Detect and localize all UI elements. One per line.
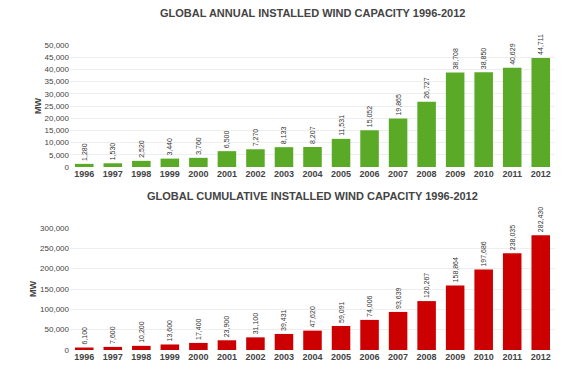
svg-text:38,850: 38,850 bbox=[480, 48, 487, 70]
svg-text:2008: 2008 bbox=[417, 352, 437, 362]
svg-text:2011: 2011 bbox=[502, 169, 522, 179]
svg-text:1998: 1998 bbox=[131, 352, 151, 362]
svg-text:1,530: 1,530 bbox=[109, 143, 116, 161]
svg-text:40,000: 40,000 bbox=[45, 65, 70, 74]
svg-text:2007: 2007 bbox=[388, 169, 408, 179]
svg-text:19,865: 19,865 bbox=[395, 94, 402, 116]
svg-text:120,267: 120,267 bbox=[423, 273, 430, 298]
svg-text:GLOBAL CUMULATIVE INSTALLED WI: GLOBAL CUMULATIVE INSTALLED WIND CAPACIT… bbox=[147, 190, 478, 202]
svg-text:2008: 2008 bbox=[417, 169, 437, 179]
svg-text:158,864: 158,864 bbox=[452, 257, 459, 282]
svg-text:250,000: 250,000 bbox=[40, 244, 69, 253]
svg-text:13,600: 13,600 bbox=[166, 320, 173, 342]
svg-text:10,200: 10,200 bbox=[138, 321, 145, 343]
svg-text:282,430: 282,430 bbox=[537, 207, 544, 232]
svg-text:300,000: 300,000 bbox=[40, 224, 69, 233]
svg-text:8,133: 8,133 bbox=[280, 127, 287, 145]
svg-text:20,000: 20,000 bbox=[45, 114, 70, 123]
svg-text:2005: 2005 bbox=[331, 352, 351, 362]
svg-text:30,000: 30,000 bbox=[45, 90, 70, 99]
svg-text:39,431: 39,431 bbox=[280, 309, 287, 331]
svg-text:238,035: 238,035 bbox=[509, 225, 516, 250]
svg-text:2001: 2001 bbox=[217, 352, 237, 362]
svg-text:2005: 2005 bbox=[331, 169, 351, 179]
svg-text:74,006: 74,006 bbox=[366, 295, 373, 317]
svg-text:45,000: 45,000 bbox=[45, 53, 70, 62]
svg-text:2011: 2011 bbox=[502, 352, 522, 362]
svg-text:0: 0 bbox=[65, 163, 70, 172]
svg-text:2012: 2012 bbox=[531, 169, 551, 179]
svg-text:2002: 2002 bbox=[245, 352, 265, 362]
svg-text:GLOBAL ANNUAL INSTALLED WIND C: GLOBAL ANNUAL INSTALLED WIND CAPACITY 19… bbox=[160, 7, 465, 19]
svg-text:31,100: 31,100 bbox=[252, 313, 259, 335]
svg-text:2002: 2002 bbox=[245, 169, 265, 179]
svg-text:44,711: 44,711 bbox=[537, 34, 544, 55]
svg-text:35,000: 35,000 bbox=[45, 77, 70, 86]
svg-text:26,727: 26,727 bbox=[423, 77, 430, 99]
svg-text:1,280: 1,280 bbox=[81, 143, 88, 161]
svg-text:2010: 2010 bbox=[474, 352, 494, 362]
svg-text:40,629: 40,629 bbox=[509, 43, 516, 65]
svg-text:2009: 2009 bbox=[445, 352, 465, 362]
svg-text:100,000: 100,000 bbox=[40, 305, 69, 314]
svg-text:1996: 1996 bbox=[74, 352, 94, 362]
svg-text:2010: 2010 bbox=[474, 169, 494, 179]
svg-text:150,000: 150,000 bbox=[40, 285, 69, 294]
svg-text:2007: 2007 bbox=[388, 352, 408, 362]
svg-text:2009: 2009 bbox=[445, 169, 465, 179]
svg-text:2006: 2006 bbox=[360, 169, 380, 179]
svg-text:1999: 1999 bbox=[160, 169, 180, 179]
svg-text:197,686: 197,686 bbox=[480, 241, 487, 266]
svg-text:1997: 1997 bbox=[103, 352, 123, 362]
svg-text:10,000: 10,000 bbox=[45, 138, 70, 147]
svg-text:8,207: 8,207 bbox=[309, 126, 316, 144]
svg-text:47,620: 47,620 bbox=[309, 306, 316, 328]
svg-text:15,052: 15,052 bbox=[366, 106, 373, 128]
svg-text:3,760: 3,760 bbox=[195, 137, 202, 155]
svg-text:2006: 2006 bbox=[360, 352, 380, 362]
svg-text:59,091: 59,091 bbox=[338, 301, 345, 323]
svg-text:6,500: 6,500 bbox=[223, 131, 230, 149]
svg-text:50,000: 50,000 bbox=[45, 325, 70, 334]
svg-text:5,000: 5,000 bbox=[49, 151, 70, 160]
svg-text:50,000: 50,000 bbox=[45, 41, 70, 50]
svg-text:2,520: 2,520 bbox=[138, 140, 145, 158]
svg-text:MW: MW bbox=[28, 281, 38, 297]
svg-text:2012: 2012 bbox=[531, 352, 551, 362]
svg-text:1998: 1998 bbox=[131, 169, 151, 179]
svg-text:7,600: 7,600 bbox=[109, 326, 116, 344]
svg-text:0: 0 bbox=[65, 346, 70, 355]
svg-text:38,708: 38,708 bbox=[452, 48, 459, 70]
svg-text:1997: 1997 bbox=[103, 169, 123, 179]
svg-text:2004: 2004 bbox=[302, 352, 322, 362]
svg-text:2004: 2004 bbox=[302, 169, 322, 179]
svg-text:MW: MW bbox=[33, 98, 43, 114]
svg-text:15,000: 15,000 bbox=[45, 126, 70, 135]
svg-text:25,000: 25,000 bbox=[45, 102, 70, 111]
svg-text:1999: 1999 bbox=[160, 352, 180, 362]
svg-text:7,270: 7,270 bbox=[252, 129, 259, 147]
svg-text:2001: 2001 bbox=[217, 169, 237, 179]
svg-text:2000: 2000 bbox=[188, 169, 208, 179]
svg-text:23,900: 23,900 bbox=[223, 316, 230, 338]
svg-text:1996: 1996 bbox=[74, 169, 94, 179]
svg-text:93,639: 93,639 bbox=[395, 287, 402, 309]
svg-text:2003: 2003 bbox=[274, 352, 294, 362]
svg-text:3,440: 3,440 bbox=[166, 138, 173, 156]
svg-text:2000: 2000 bbox=[188, 352, 208, 362]
svg-text:6,100: 6,100 bbox=[81, 327, 88, 345]
svg-text:17,400: 17,400 bbox=[195, 318, 202, 340]
svg-text:11,531: 11,531 bbox=[338, 115, 345, 136]
svg-text:2003: 2003 bbox=[274, 169, 294, 179]
svg-text:200,000: 200,000 bbox=[40, 264, 69, 273]
